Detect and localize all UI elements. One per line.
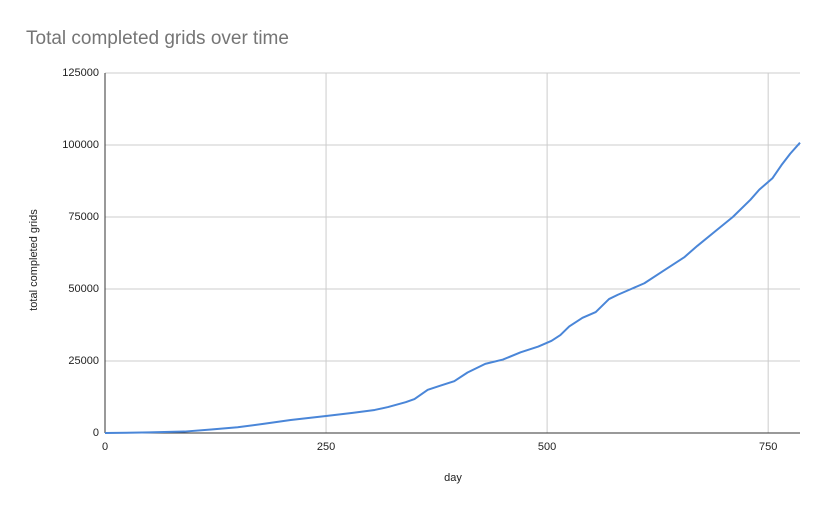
y-tick-label: 100000 (62, 139, 99, 151)
y-tick-label: 25000 (68, 355, 99, 367)
x-tick-label: 0 (102, 441, 108, 453)
y-tick-label: 50000 (68, 283, 99, 295)
y-axis-label: total completed grids (28, 209, 40, 311)
y-tick-label: 75000 (68, 211, 99, 223)
y-tick-label: 0 (93, 427, 99, 439)
x-tick-label: 500 (538, 441, 556, 453)
y-tick-label: 125000 (62, 67, 99, 79)
chart-title: Total completed grids over time (26, 28, 289, 49)
x-axis-label: day (444, 472, 462, 484)
x-tick-label: 750 (759, 441, 777, 453)
data-line (104, 142, 801, 434)
x-tick-label: 250 (317, 441, 335, 453)
